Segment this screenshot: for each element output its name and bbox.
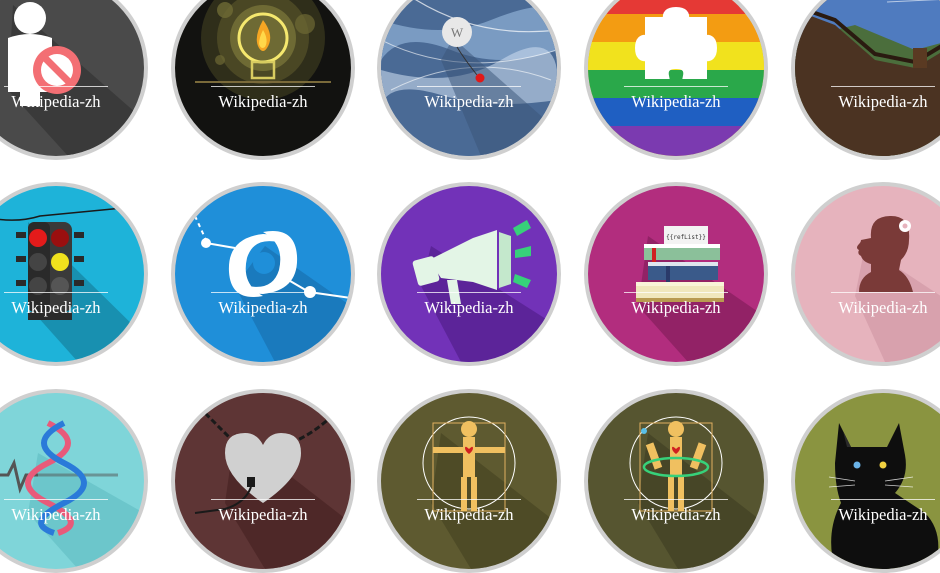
badge-9[interactable]: {{refList}} Wikipedia-zh (584, 182, 768, 366)
megaphone-icon (412, 220, 557, 362)
badge-disc: Wikipedia-zh (795, 0, 940, 156)
badge-disc: Wikipedia-zh (175, 393, 351, 569)
label-rule (831, 292, 935, 293)
label-rule (624, 86, 728, 87)
vitruvian-hoop-icon (629, 416, 764, 569)
black-cat-icon (828, 423, 939, 569)
hurricane-icon (194, 215, 351, 362)
badge-4[interactable]: Wikipedia-zh (584, 0, 768, 160)
badge-5[interactable]: Wikipedia-zh (791, 0, 940, 160)
badge-13[interactable]: Wikipedia-zh (377, 389, 561, 573)
woman-silhouette-icon (855, 216, 940, 362)
person-prohibited-icon (8, 2, 144, 156)
badge-7[interactable]: Wikipedia-zh (171, 182, 355, 366)
great-wall-icon (795, 0, 940, 156)
badge-12[interactable]: Wikipedia-zh (171, 389, 355, 573)
badge-disc: Wikipedia-zh (175, 0, 351, 156)
label-rule (211, 292, 315, 293)
badge-label: Wikipedia-zh (424, 92, 514, 111)
svg-text:W: W (451, 25, 464, 40)
badge-label: Wikipedia-zh (631, 92, 721, 111)
wikipedia-balloon-icon: W (381, 0, 557, 156)
badge-label: Wikipedia-zh (838, 505, 928, 524)
badge-label: Wikipedia-zh (631, 505, 721, 524)
badge-10[interactable]: Wikipedia-zh (791, 182, 940, 366)
badge-14[interactable]: Wikipedia-zh (584, 389, 768, 573)
badge-disc: Wikipedia-zh (588, 393, 764, 569)
badge-11[interactable]: Wikipedia-zh (0, 389, 148, 573)
dna-helix-icon (0, 420, 144, 569)
badge-3[interactable]: W Wikipedia-zh (377, 0, 561, 160)
label-rule (417, 292, 521, 293)
badge-1[interactable]: Wikipedia-zh (0, 0, 148, 160)
badge-label: Wikipedia-zh (218, 92, 308, 111)
badge-disc: W Wikipedia-zh (381, 0, 557, 156)
svg-text:{{refList}}: {{refList}} (666, 234, 706, 241)
label-rule (4, 499, 108, 500)
badge-label: Wikipedia-zh (838, 92, 928, 111)
traffic-light-icon (0, 205, 144, 362)
badge-disc: Wikipedia-zh (0, 393, 144, 569)
badge-disc: Wikipedia-zh (381, 393, 557, 569)
badge-label: Wikipedia-zh (838, 298, 928, 317)
badge-disc: {{refList}} Wikipedia-zh (588, 186, 764, 362)
badge-disc: Wikipedia-zh (381, 186, 557, 362)
label-rule (4, 292, 108, 293)
badge-6[interactable]: Wikipedia-zh (0, 182, 148, 366)
puzzle-piece-icon (588, 0, 764, 156)
badge-label: Wikipedia-zh (11, 505, 101, 524)
badge-label: Wikipedia-zh (11, 298, 101, 317)
badge-label: Wikipedia-zh (218, 505, 308, 524)
book-stack-icon: {{refList}} (636, 226, 764, 362)
badge-disc: Wikipedia-zh (175, 186, 351, 362)
lightbulb-icon (195, 0, 331, 100)
vitruvian-man-icon (422, 416, 557, 569)
label-rule (831, 86, 935, 87)
badge-2[interactable]: Wikipedia-zh (171, 0, 355, 160)
chained-heart-icon (194, 411, 351, 569)
label-rule (417, 499, 521, 500)
badge-disc: Wikipedia-zh (795, 186, 940, 362)
badge-label: Wikipedia-zh (424, 298, 514, 317)
label-rule (831, 499, 935, 500)
label-rule (4, 86, 108, 87)
badge-disc: Wikipedia-zh (795, 393, 940, 569)
badge-label: Wikipedia-zh (218, 298, 308, 317)
label-rule (211, 499, 315, 500)
badge-label: Wikipedia-zh (631, 298, 721, 317)
badge-label: Wikipedia-zh (11, 92, 101, 111)
label-rule (211, 86, 315, 87)
badge-disc: Wikipedia-zh (0, 0, 144, 156)
badge-disc: Wikipedia-zh (0, 186, 144, 362)
label-rule (624, 292, 728, 293)
badge-8[interactable]: Wikipedia-zh (377, 182, 561, 366)
label-rule (417, 86, 521, 87)
badge-15[interactable]: Wikipedia-zh (791, 389, 940, 573)
badge-label: Wikipedia-zh (424, 505, 514, 524)
label-rule (624, 499, 728, 500)
badge-disc: Wikipedia-zh (588, 0, 764, 156)
